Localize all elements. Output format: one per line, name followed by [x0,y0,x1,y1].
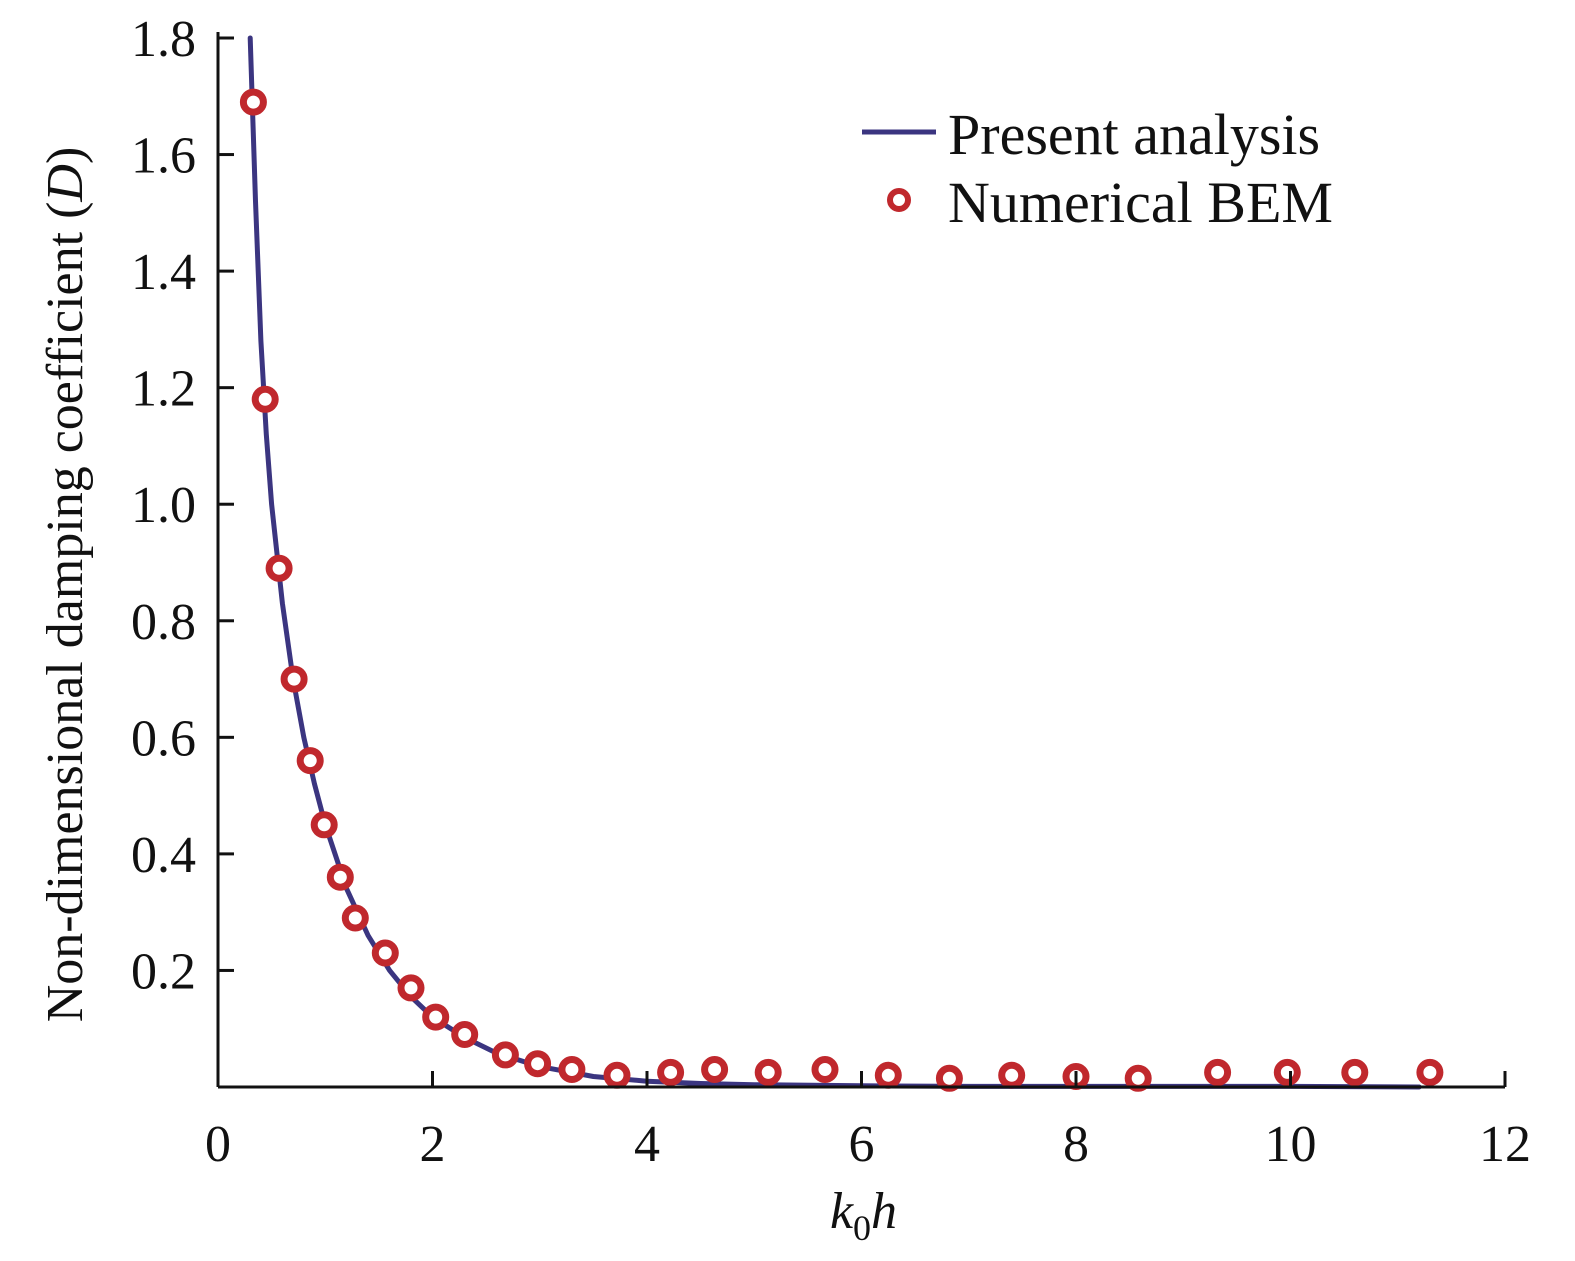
legend-label-numerical-bem: Numerical BEM [948,170,1333,235]
y-tick-label: 1.0 [131,477,196,534]
data-point-bem [451,1021,479,1048]
data-point-bem [1416,1058,1444,1086]
data-point-bem [558,1056,586,1083]
x-axis-label: k0h [830,1183,897,1248]
x-tick-label: 0 [205,1116,231,1173]
x-tick-label: 2 [420,1116,446,1173]
data-point-bem [874,1061,902,1089]
data-point-bem [1341,1058,1369,1086]
data-point-bem [524,1050,552,1078]
data-point-bem [1204,1058,1232,1086]
data-point-bem [657,1058,685,1086]
y-tick-label: 1.6 [131,128,196,185]
x-tick-label: 6 [849,1116,875,1173]
data-point-bem [754,1058,782,1086]
legend-marker-swatch [887,188,911,212]
x-tick-label: 12 [1479,1116,1531,1173]
data-point-bem [371,939,399,967]
data-point-bem [397,974,425,1002]
data-point-bem [296,747,324,775]
data-point-bem [280,665,308,693]
data-point-bem [239,88,267,116]
data-point-bem [251,385,279,413]
y-tick-label: 1.2 [131,361,196,418]
data-point-bem [1124,1064,1152,1092]
data-point-bem [265,554,293,582]
series-scatter-numerical-bem [239,88,1444,1092]
x-tick-label: 4 [634,1116,660,1173]
y-tick-label: 1.4 [131,244,196,301]
y-tick-label: 0.2 [131,943,196,1000]
data-point-bem [341,904,369,932]
axes [216,32,1507,1089]
data-point-bem [701,1056,729,1083]
y-axis-label: Non-dimensional damping coefficient (D) [37,147,94,1023]
data-point-bem [310,811,338,839]
data-point-bem [811,1056,839,1083]
legend-label-present-analysis: Present analysis [948,102,1320,167]
y-tick-label: 1.8 [131,11,196,68]
axis-labels: 0 2 4 6 8 10 12 0.2 0.4 0.6 0.8 1.0 1.2 1.4 1.6 1.8 k0h N… [37,11,1531,1248]
data-point-bem [326,863,354,891]
data-point-bem [491,1041,519,1069]
data-point-bem [422,1003,450,1031]
data-point-bem [603,1061,631,1089]
y-tick-label: 0.8 [131,594,196,651]
data-point-bem [998,1061,1026,1089]
data-point-bem [1273,1058,1301,1086]
x-tick-label: 10 [1265,1116,1317,1173]
y-tick-label: 0.6 [131,710,196,767]
x-tick-label: 8 [1063,1116,1089,1173]
y-tick-label: 0.4 [131,827,196,884]
data-point-bem [935,1064,963,1092]
